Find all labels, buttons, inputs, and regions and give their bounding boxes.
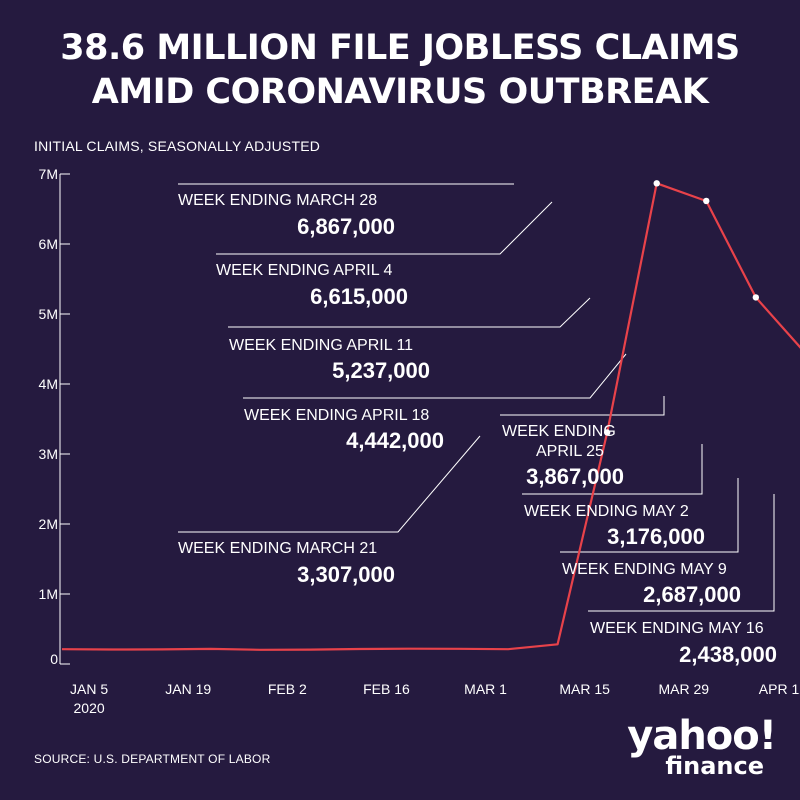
annotation-value-5: 3,867,000 (526, 464, 624, 489)
chart-subtitle: INITIAL CLAIMS, SEASONALLY ADJUSTED (34, 138, 321, 154)
annotation-label-0: WEEK ENDING MARCH 21 (178, 540, 377, 557)
annotation-leader-2 (216, 201, 553, 255)
x-tick-label-5: MAR 15 (559, 681, 610, 697)
annotation-leader-0 (178, 435, 481, 533)
x-tick-label-3: FEB 16 (363, 681, 410, 697)
annotation-label-4: WEEK ENDING APRIL 18 (244, 407, 429, 424)
annotation-label-7: WEEK ENDING MAY 9 (562, 561, 727, 578)
annotation-label-8: WEEK ENDING MAY 16 (590, 620, 764, 637)
chart-title: 38.6 MILLION FILE JOBLESS CLAIMS AMID CO… (0, 26, 800, 114)
logo-yahoo-text: yahoo! (627, 713, 777, 759)
y-tick-label-1: 1M (39, 586, 58, 602)
data-point-2 (703, 197, 710, 205)
x-tick-label-4: MAR 1 (464, 681, 507, 697)
chart-title-line-2: AMID CORONAVIRUS OUTBREAK (91, 72, 709, 112)
annotation-value-6: 3,176,000 (607, 524, 705, 549)
annotation-leader-6 (522, 444, 703, 495)
annotation-label-3: WEEK ENDING APRIL 11 (229, 337, 413, 354)
annotation-label2-5: APRIL 25 (536, 443, 604, 460)
annotation-value-1: 6,867,000 (297, 214, 395, 239)
y-tick-label-6: 6M (39, 236, 58, 252)
annotation-label-6: WEEK ENDING MAY 2 (524, 503, 689, 520)
claims-series-line (61, 182, 800, 651)
y-tick-label-0: 0 (50, 651, 58, 667)
y-tick-label-4: 4M (39, 376, 58, 392)
annotation-label-5: WEEK ENDING (502, 423, 616, 440)
annotation-leader-4 (243, 353, 627, 399)
annotation-leader-5 (500, 396, 665, 416)
annotation-value-3: 5,237,000 (332, 358, 430, 383)
data-point-1 (653, 180, 660, 187)
y-tick-label-2: 2M (39, 516, 58, 532)
annotation-value-7: 2,687,000 (643, 582, 741, 607)
yahoo-finance-logo: yahoo! finance (626, 713, 777, 780)
data-point-0 (603, 429, 611, 436)
annotation-value-0: 3,307,000 (297, 562, 395, 587)
annotation-leader-3 (228, 297, 591, 328)
x-tick-label-6: MAR 29 (659, 681, 710, 697)
annotation-label-2: WEEK ENDING APRIL 4 (216, 262, 392, 279)
annotation-label-1: WEEK ENDING MARCH 28 (178, 192, 377, 209)
x-tick-label-0: JAN 5 (70, 681, 108, 697)
source-note: SOURCE: U.S. DEPARTMENT OF LABOR (34, 752, 271, 766)
y-tick-label-3: 3M (39, 446, 58, 462)
x-tick-label-7: APR 12 (759, 681, 800, 697)
annotation-leader-7 (560, 478, 739, 553)
x-tick-label-2: FEB 2 (268, 681, 307, 697)
chart-title-line-1: 38.6 MILLION FILE JOBLESS CLAIMS (60, 28, 740, 68)
annotation-leader-8 (588, 494, 775, 612)
x-tick-sublabel-0: 2020 (74, 700, 105, 716)
logo-finance-text: finance (665, 752, 764, 780)
annotation-value-4: 4,442,000 (346, 428, 444, 453)
data-point-3 (752, 294, 760, 301)
annotation-value-2: 6,615,000 (310, 284, 408, 309)
x-tick-label-1: JAN 19 (165, 681, 211, 697)
y-tick-label-5: 5M (39, 306, 58, 322)
y-tick-label-7: 7M (39, 166, 58, 182)
annotation-value-8: 2,438,000 (679, 642, 777, 667)
